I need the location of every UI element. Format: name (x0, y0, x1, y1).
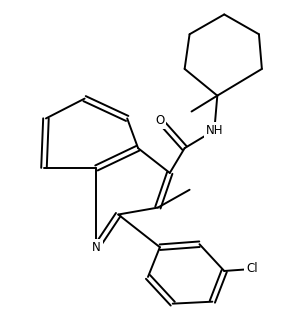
Text: Cl: Cl (246, 262, 258, 276)
Text: N: N (92, 241, 101, 254)
Text: NH: NH (206, 124, 223, 137)
Text: O: O (155, 114, 164, 127)
